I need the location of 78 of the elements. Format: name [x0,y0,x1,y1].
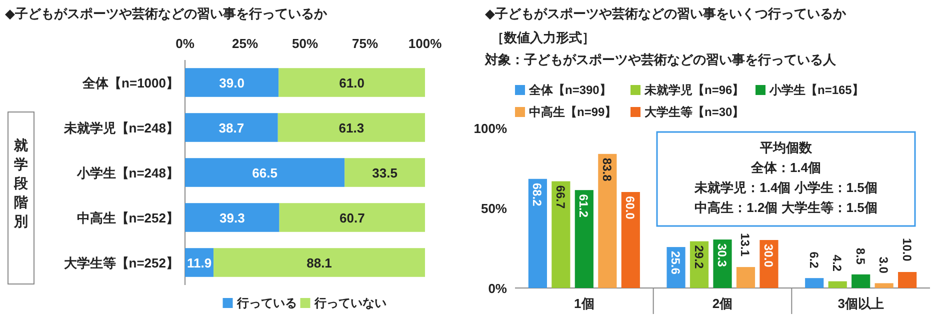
y-tick-label: 大学生等【n=252】 [64,256,179,270]
bar [828,281,847,288]
data-label: 3.0 [876,256,891,274]
x-tick-label: 2個 [712,296,733,311]
data-label: 68.2 [530,182,544,207]
data-label: 60.0 [623,196,638,220]
annotation: 全体：1.4個 [750,160,822,175]
x-tick-label: 75% [352,36,378,51]
data-label: 61.3 [338,120,364,136]
bar [874,283,894,288]
data-label: 30.0 [761,244,776,268]
y-tick-label: 全体【n=1000】 [82,76,179,90]
data-label: 25.6 [668,251,683,275]
x-tick-label: 0% [176,36,195,51]
data-label: 29.2 [692,245,706,269]
annotation: 未就学児：1.4個 小学生：1.5個 [694,180,878,195]
x-tick-label: 100% [408,36,442,51]
data-label: 8.5 [853,248,868,265]
y-tick-label: 100% [474,121,508,136]
data-label: 61.0 [339,76,364,90]
annotation: 平均個数 [759,140,813,155]
data-label: 30.3 [715,244,729,268]
text: 対象：子どもがスポーツや芸術などの習い事を行っている人 [484,52,837,67]
bar [278,113,425,142]
chart-subtitle: ［数値入力形式］ [491,30,595,45]
x-tick-label: 1個 [574,296,594,311]
chart-title: ◆子どもがスポーツや芸術などの習い事を行っているか [5,6,328,21]
bar [185,68,279,97]
data-label: 33.5 [372,166,398,180]
legend-label: 小学生【n=165】 [768,83,864,97]
x-tick-label: 3個以上 [838,296,884,311]
legend-label: 全体【n=390】 [528,83,612,97]
chart-title: ◆子どもがスポーツや芸術などの習い事をいくつ行っているか [485,6,847,21]
legend-label: 行っていない [313,296,386,310]
bar [344,158,425,187]
bar [598,154,617,288]
data-label: 11.9 [186,256,212,270]
data-label: 66.7 [553,185,568,209]
bar [214,248,425,277]
data-label: 38.7 [218,120,244,136]
legend-label: 未就学児【n=96】 [644,83,744,97]
text: 就学段階別 [13,137,29,229]
data-label: 66.5 [252,166,278,180]
x-tick-label: 50% [292,36,318,51]
bar [278,68,425,97]
bar [621,192,640,288]
y-tick-label: 50% [480,201,508,216]
bar [528,178,547,288]
legend-label: 中高生【n=99】 [529,105,617,119]
annotation: 中高生：1.2個 大学生等：1.5個 [694,200,878,215]
bar [713,240,732,288]
x-tick-label: 25% [232,36,258,51]
bar [552,181,570,288]
legend-label: 行っている [236,296,297,310]
bar [279,203,425,232]
bar [852,274,870,288]
bar [185,158,345,187]
y-tick-label: 小学生【n=248】 [76,166,179,180]
bar [736,267,756,288]
data-label: 88.1 [306,256,332,270]
data-label: 10.0 [900,238,914,262]
bar [574,190,594,288]
data-label: 13.1 [738,233,752,257]
data-label: 83.8 [600,158,614,182]
y-tick-label: 未就学児【n=248】 [62,120,179,136]
data-label: 61.2 [576,194,591,218]
data-label: 6.2 [806,252,821,269]
y-tick-label: 0% [488,281,508,296]
bar [185,203,280,232]
legend-label: 大学生等【n=30】 [644,105,744,119]
data-label: 4.2 [830,254,844,272]
data-label: 39.3 [220,210,245,226]
bar [805,278,824,288]
data-label: 60.7 [340,210,365,226]
y-tick-label: 中高生【n=252】 [76,210,179,226]
bar [898,272,917,288]
data-label: 39.0 [219,76,244,90]
bar [185,113,278,142]
